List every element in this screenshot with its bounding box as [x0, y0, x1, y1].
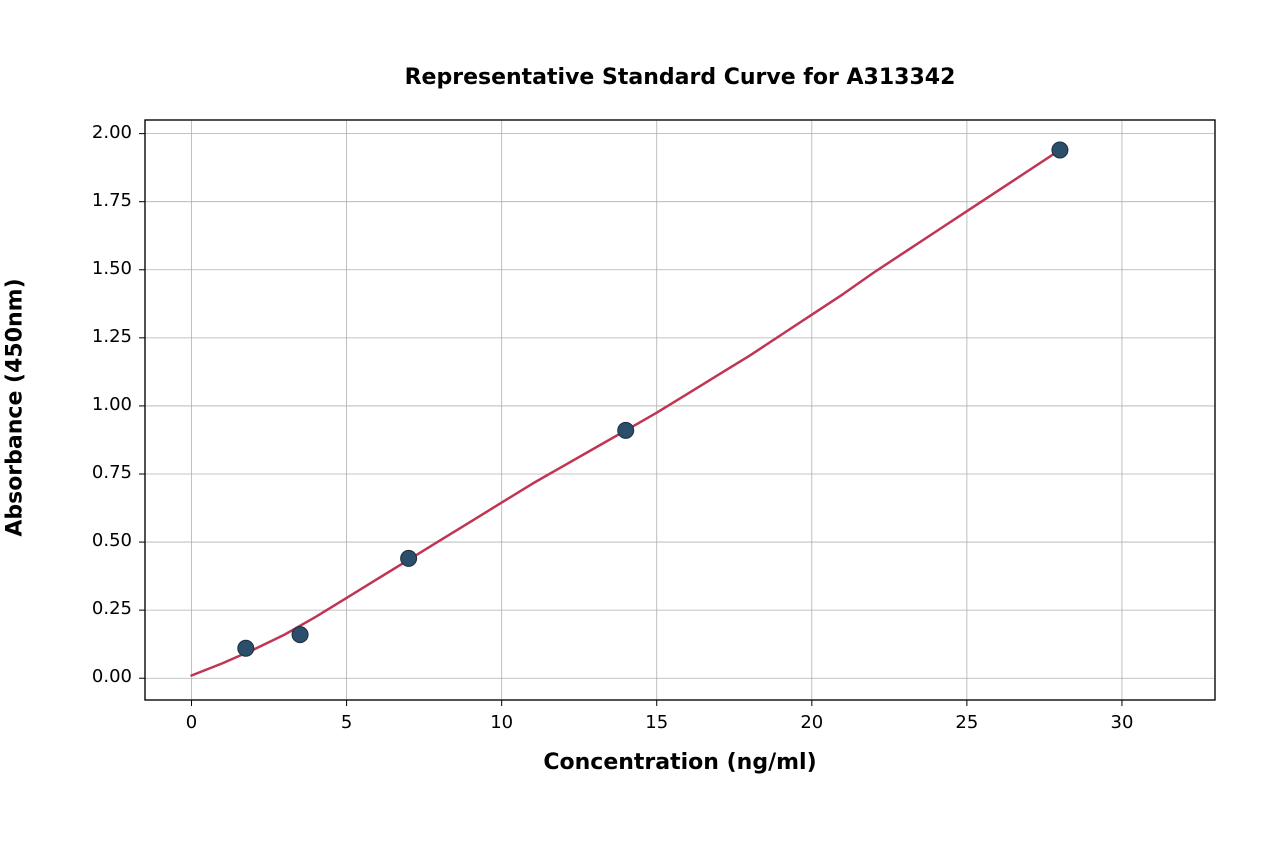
x-tick-label: 20 — [782, 712, 842, 733]
x-tick-label: 30 — [1092, 712, 1152, 733]
y-tick-label: 1.75 — [70, 190, 132, 211]
y-tick-label: 1.50 — [70, 258, 132, 279]
y-tick-label: 0.75 — [70, 462, 132, 483]
x-tick-label: 10 — [472, 712, 532, 733]
y-tick-label: 1.25 — [70, 326, 132, 347]
y-tick-label: 0.25 — [70, 598, 132, 619]
y-tick-label: 0.00 — [70, 666, 132, 687]
x-tick-label: 15 — [627, 712, 687, 733]
x-tick-label: 5 — [317, 712, 377, 733]
chart-container: Representative Standard Curve for A31334… — [0, 0, 1280, 845]
y-tick-label: 1.00 — [70, 394, 132, 415]
y-tick-label: 0.50 — [70, 530, 132, 551]
x-tick-label: 25 — [937, 712, 997, 733]
y-tick-label: 2.00 — [70, 122, 132, 143]
x-tick-label: 0 — [162, 712, 222, 733]
